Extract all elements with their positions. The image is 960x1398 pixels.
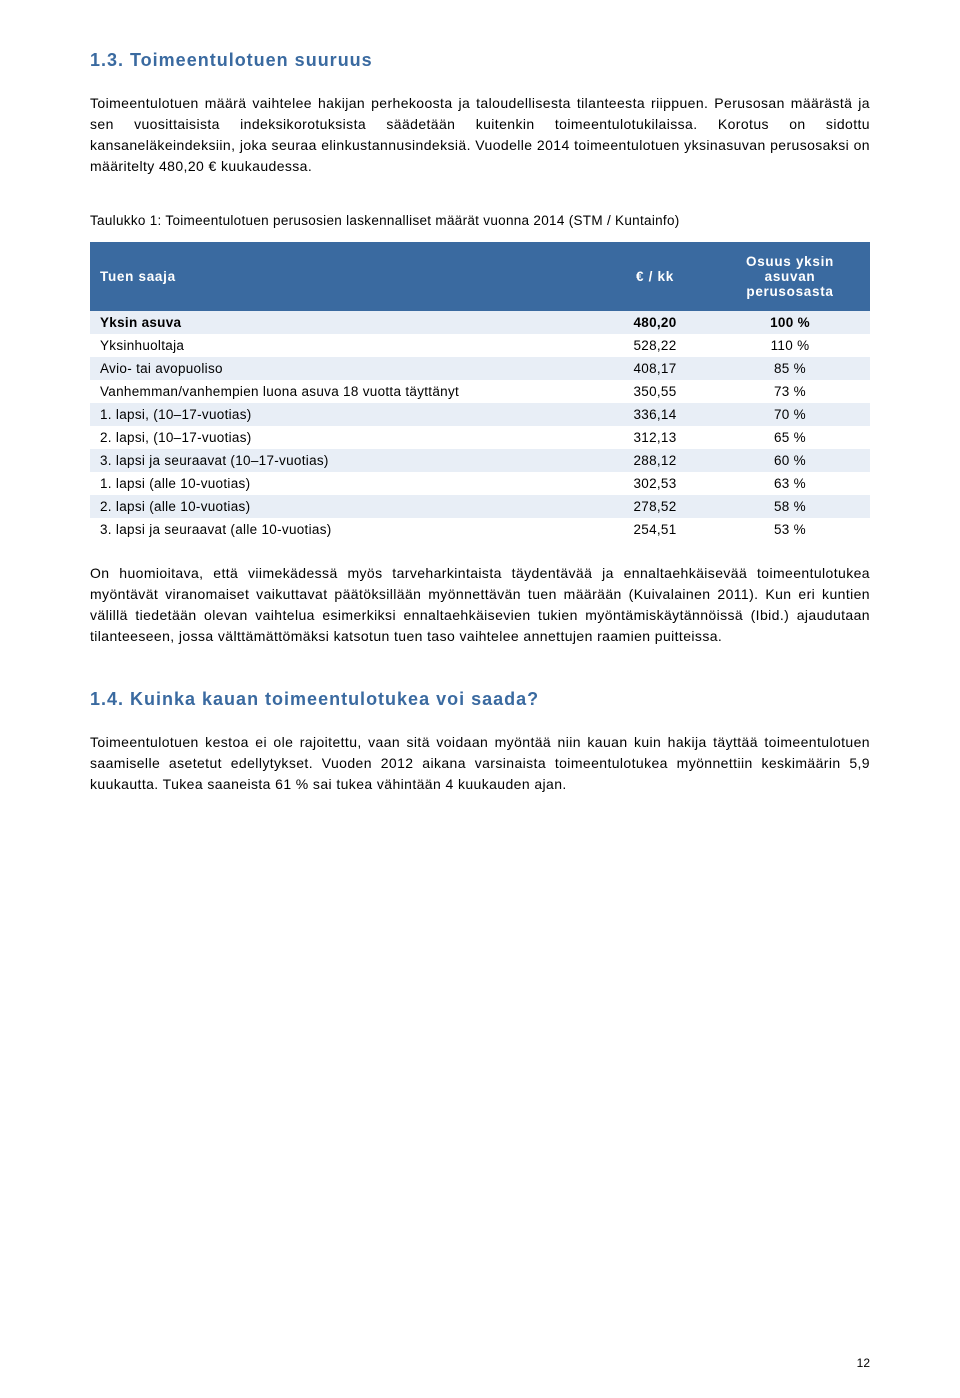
table-row: 2. lapsi, (10–17-vuotias)312,1365 % [90,426,870,449]
cell-label: 3. lapsi ja seuraavat (10–17-vuotias) [90,449,600,472]
cell-pct: 100 % [710,311,870,334]
table-row: 3. lapsi ja seuraavat (10–17-vuotias)288… [90,449,870,472]
section-1-3-paragraph: Toimeentulotuen määrä vaihtelee hakijan … [90,93,870,177]
table-row: 3. lapsi ja seuraavat (alle 10-vuotias)2… [90,518,870,541]
cell-label: 2. lapsi (alle 10-vuotias) [90,495,600,518]
cell-eur: 480,20 [600,311,710,334]
cell-label: Yksin asuva [90,311,600,334]
cell-label: 1. lapsi (alle 10-vuotias) [90,472,600,495]
cell-label: Vanhemman/vanhempien luona asuva 18 vuot… [90,380,600,403]
cell-eur: 278,52 [600,495,710,518]
cell-eur: 288,12 [600,449,710,472]
table-row: Yksinhuoltaja528,22110 % [90,334,870,357]
col-header-pct: Osuus yksin asuvan perusosasta [710,242,870,311]
cell-pct: 110 % [710,334,870,357]
cell-pct: 63 % [710,472,870,495]
table-row: 2. lapsi (alle 10-vuotias)278,5258 % [90,495,870,518]
cell-eur: 336,14 [600,403,710,426]
table-row: 1. lapsi, (10–17-vuotias)336,1470 % [90,403,870,426]
table-body: Yksin asuva480,20100 %Yksinhuoltaja528,2… [90,311,870,541]
cell-eur: 312,13 [600,426,710,449]
table-row: Avio- tai avopuoliso408,1785 % [90,357,870,380]
section-1-4-paragraph: Toimeentulotuen kestoa ei ole rajoitettu… [90,732,870,795]
cell-eur: 350,55 [600,380,710,403]
cell-pct: 53 % [710,518,870,541]
col-header-eur: € / kk [600,242,710,311]
section-heading-1-3: 1.3. Toimeentulotuen suuruus [90,50,870,71]
cell-label: 2. lapsi, (10–17-vuotias) [90,426,600,449]
table-row: Yksin asuva480,20100 % [90,311,870,334]
cell-eur: 302,53 [600,472,710,495]
table-row: Vanhemman/vanhempien luona asuva 18 vuot… [90,380,870,403]
cell-eur: 528,22 [600,334,710,357]
cell-pct: 60 % [710,449,870,472]
cell-pct: 58 % [710,495,870,518]
cell-label: 1. lapsi, (10–17-vuotias) [90,403,600,426]
table-row: 1. lapsi (alle 10-vuotias)302,5363 % [90,472,870,495]
section-1-3-after-paragraph: On huomioitava, että viimekädessä myös t… [90,563,870,647]
cell-pct: 70 % [710,403,870,426]
page-number: 12 [857,1356,870,1370]
col-header-recipient: Tuen saaja [90,242,600,311]
cell-label: Avio- tai avopuoliso [90,357,600,380]
section-heading-1-4: 1.4. Kuinka kauan toimeentulotukea voi s… [90,689,870,710]
cell-label: Yksinhuoltaja [90,334,600,357]
benefits-table: Tuen saaja € / kk Osuus yksin asuvan per… [90,242,870,541]
table-caption: Taulukko 1: Toimeentulotuen perusosien l… [90,213,870,228]
cell-eur: 254,51 [600,518,710,541]
cell-pct: 85 % [710,357,870,380]
cell-pct: 73 % [710,380,870,403]
cell-pct: 65 % [710,426,870,449]
cell-label: 3. lapsi ja seuraavat (alle 10-vuotias) [90,518,600,541]
cell-eur: 408,17 [600,357,710,380]
